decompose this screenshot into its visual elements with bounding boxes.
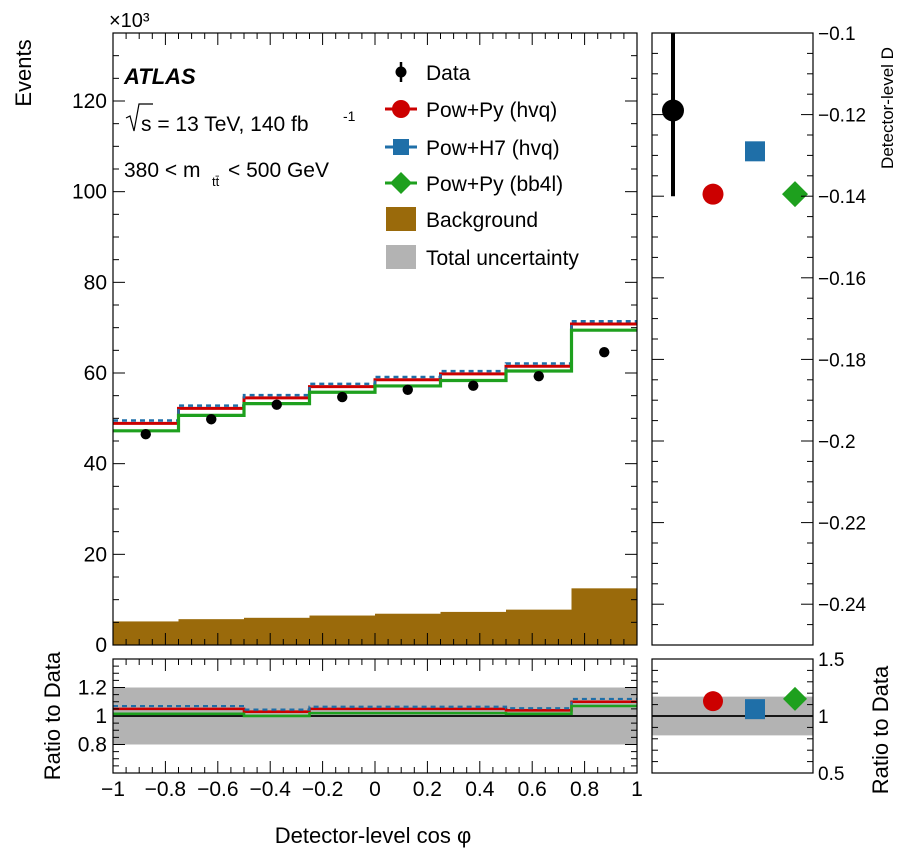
side-y-tick-label: −0.18 [818,350,866,371]
side-ratio-y-tick-label: 1 [818,707,829,728]
mass-range-label: 380 < m [124,159,200,182]
side-point-pow-py-hvq [702,183,724,205]
background-bin [178,619,244,645]
ratio-line-pow-py-bb4l- [113,704,637,718]
x-tick-label: 0.4 [465,778,495,801]
x-tick-label: −1 [101,778,125,801]
side-y-tick-label: −0.12 [818,106,866,127]
side-ratio-panel: 0.5 1 1.5 [651,650,844,785]
side-ratio-point-pow-h7-hvq [745,699,765,720]
data-point [206,414,217,425]
data-point [140,429,151,440]
side-panel: −0.1 −0.12 −0.14 −0.16 −0.18 −0.2 −0.22 −0.24 [651,24,867,646]
legend-label: Pow+H7 (hvq) [426,137,560,160]
ratio-line-pow-h7-hvq- [113,697,637,711]
side-point-pow-h7-hvq [745,141,765,162]
ratio-y-tick-label: 0.8 [78,734,107,757]
background-bin [440,611,506,645]
legend: Data Pow+Py (hvq) Pow+H7 (hvq) Pow+Py (bb4l… [385,62,579,270]
x-tick-label: −0.6 [197,778,238,801]
ratio-panel: 0.8 1 1.2 −1 −0.8 −0.6 −0.4 −0.2 0 0.2 0.4 0.6 0.8 1 [78,658,643,801]
data-point [271,399,282,410]
background-bin [309,615,375,645]
side-y-axis-title: Detector-level D [878,47,897,169]
background-bin [244,617,310,645]
ratio-y-tick-label: 1 [95,705,107,728]
side-ratio-point-pow-py-hvq [703,691,723,712]
data-point [468,380,479,391]
background-bin [375,613,441,645]
side-ratio-point-pow-py-bb4l [783,686,807,711]
side-data-point [662,99,684,122]
side-ratio-y-tick-label: 0.5 [818,764,844,785]
y-tick-label: 80 [84,271,107,294]
data-point [337,391,348,403]
legend-marker-diamond [390,172,412,194]
legend-marker-square [393,139,409,155]
y-tick-label: 100 [72,181,107,204]
data-point [599,346,610,358]
x-tick-label: −0.4 [249,778,291,801]
data-point [402,384,413,395]
x-tick-label: 0 [369,778,381,801]
y-tick-label: 20 [84,543,107,566]
x-axis-title: Detector-level cos φ [275,823,471,848]
legend-label: Background [426,209,538,232]
legend-label: Data [426,62,471,85]
ratio-y-axis-title: Ratio to Data [40,651,65,780]
background-bin [506,609,572,645]
atlas-label: ATLAS [123,64,196,89]
side-y-tick-label: −0.24 [818,595,867,616]
background-bin [571,588,637,645]
y-multiplier: ×10³ [109,10,150,32]
side-y-tick-label: −0.14 [818,187,867,208]
x-tick-label: 0.2 [413,778,442,801]
legend-label: Total uncertainty [426,247,579,270]
y-tick-label: 60 [84,362,107,385]
mass-subscript: tt̄ [212,174,220,189]
side-y-tick-label: −0.16 [818,269,866,290]
data-point [533,370,544,382]
mass-range-tail: < 500 GeV [228,159,329,182]
y-axis-title: Events [11,39,36,106]
x-tick-label: 0.8 [570,778,599,801]
side-y-tick-label: −0.2 [818,432,856,453]
side-point-pow-py-bb4l [782,181,808,208]
legend-label: Pow+Py (hvq) [426,99,557,122]
sqrt-sign [125,103,153,132]
x-tick-label: −0.2 [302,778,343,801]
y-tick-label: 0 [95,634,107,657]
x-tick-label: −0.8 [145,778,186,801]
side-ratio-y-axis-title: Ratio to Data [868,665,893,794]
legend-label: Pow+Py (bb4l) [426,173,563,196]
side-y-tick-label: −0.22 [818,514,866,535]
x-tick-label: 0.6 [518,778,547,801]
side-frame [651,32,814,646]
side-ratio-y-tick-label: 1.5 [818,650,844,671]
energy-superscript: -1 [343,108,356,124]
main-panel: 0 20 40 60 80 100 120 ATLAS s = 13 TeV, 140 fb -1… [72,32,638,657]
legend-marker-box [386,245,416,269]
energy-label: s = 13 TeV, 140 fb [141,113,309,136]
y-tick-label: 120 [72,90,107,113]
legend-marker-circle [392,100,410,118]
y-tick-label: 40 [84,453,107,476]
ratio-y-tick-label: 1.2 [78,677,107,700]
x-tick-label: 1 [631,778,643,801]
side-y-tick-label: −0.1 [818,24,856,45]
legend-marker-point [395,66,407,78]
mc-line-pow-py-hvq- [113,322,637,425]
background-bin [113,621,179,645]
legend-marker-box [386,207,416,231]
